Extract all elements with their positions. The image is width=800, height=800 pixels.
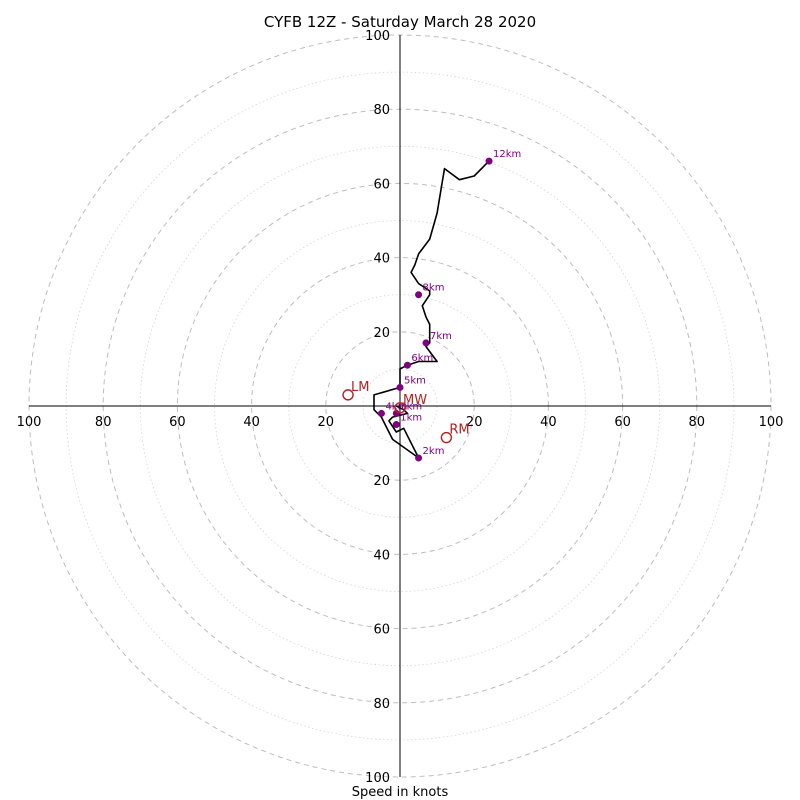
tick-label-right-100: 100 — [759, 415, 784, 430]
tick-label-top-20: 20 — [373, 326, 390, 341]
storm-motion-markers: LM RM MW — [342, 380, 470, 444]
chart-title: CYFB 12Z - Saturday March 28 2020 — [264, 13, 536, 31]
tick-label-left-80: 80 — [95, 415, 112, 430]
height-point-6km — [403, 361, 411, 369]
tick-label-bottom-100: 100 — [365, 771, 390, 786]
storm-motion-label-RM: RM — [449, 423, 469, 438]
height-label-12km: 12km — [493, 149, 521, 160]
tick-label-right-20: 20 — [466, 415, 483, 430]
tick-label-bottom-20: 20 — [373, 474, 390, 489]
tick-label-top-60: 60 — [373, 177, 390, 192]
tick-label-top-80: 80 — [373, 103, 390, 118]
tick-label-bottom-40: 40 — [373, 548, 390, 563]
height-point-12km — [485, 157, 493, 165]
tick-label-right-80: 80 — [689, 415, 706, 430]
height-point-4km — [377, 409, 385, 417]
tick-label-left-100: 100 — [17, 415, 42, 430]
height-label-3km: 3km — [400, 401, 422, 412]
storm-motion-marker-MW — [394, 402, 406, 414]
height-point-3km — [392, 409, 400, 417]
tick-label-left-60: 60 — [169, 415, 186, 430]
tick-label-right-40: 40 — [540, 415, 557, 430]
tick-labels: 20 20 20 20 40 40 40 40 60 60 60 60 80 80 80 80 100 100 10… — [17, 29, 784, 786]
x-axis-label: Speed in knots — [352, 785, 449, 800]
storm-motion-label-LM: LM — [351, 380, 369, 395]
height-label-7km: 7km — [430, 331, 452, 342]
height-label-8km: 8km — [423, 283, 445, 294]
tick-label-top-100: 100 — [365, 29, 390, 44]
height-label-6km: 6km — [411, 353, 433, 364]
storm-motion-marker-LM — [342, 389, 354, 401]
tick-label-left-40: 40 — [243, 415, 260, 430]
storm-motion-marker-RM — [440, 431, 453, 444]
tick-label-bottom-80: 80 — [373, 697, 390, 712]
height-label-2km: 2km — [423, 446, 445, 457]
height-label-1km: 1km — [400, 413, 422, 424]
tick-label-left-20: 20 — [318, 415, 335, 430]
height-point-1km — [392, 421, 400, 429]
tick-label-top-40: 40 — [373, 252, 390, 267]
height-label-5km: 5km — [404, 375, 426, 386]
axes — [29, 35, 771, 777]
tick-label-bottom-60: 60 — [373, 623, 390, 638]
height-point-5km — [396, 383, 404, 391]
height-point-7km — [422, 339, 430, 347]
height-point-2km — [415, 454, 423, 462]
tick-label-right-60: 60 — [614, 415, 631, 430]
height-point-8km — [415, 291, 423, 299]
hodograph-trace — [373, 160, 490, 459]
storm-motion-label-MW: MW — [403, 393, 427, 408]
height-label-4km: 4km — [385, 401, 407, 412]
